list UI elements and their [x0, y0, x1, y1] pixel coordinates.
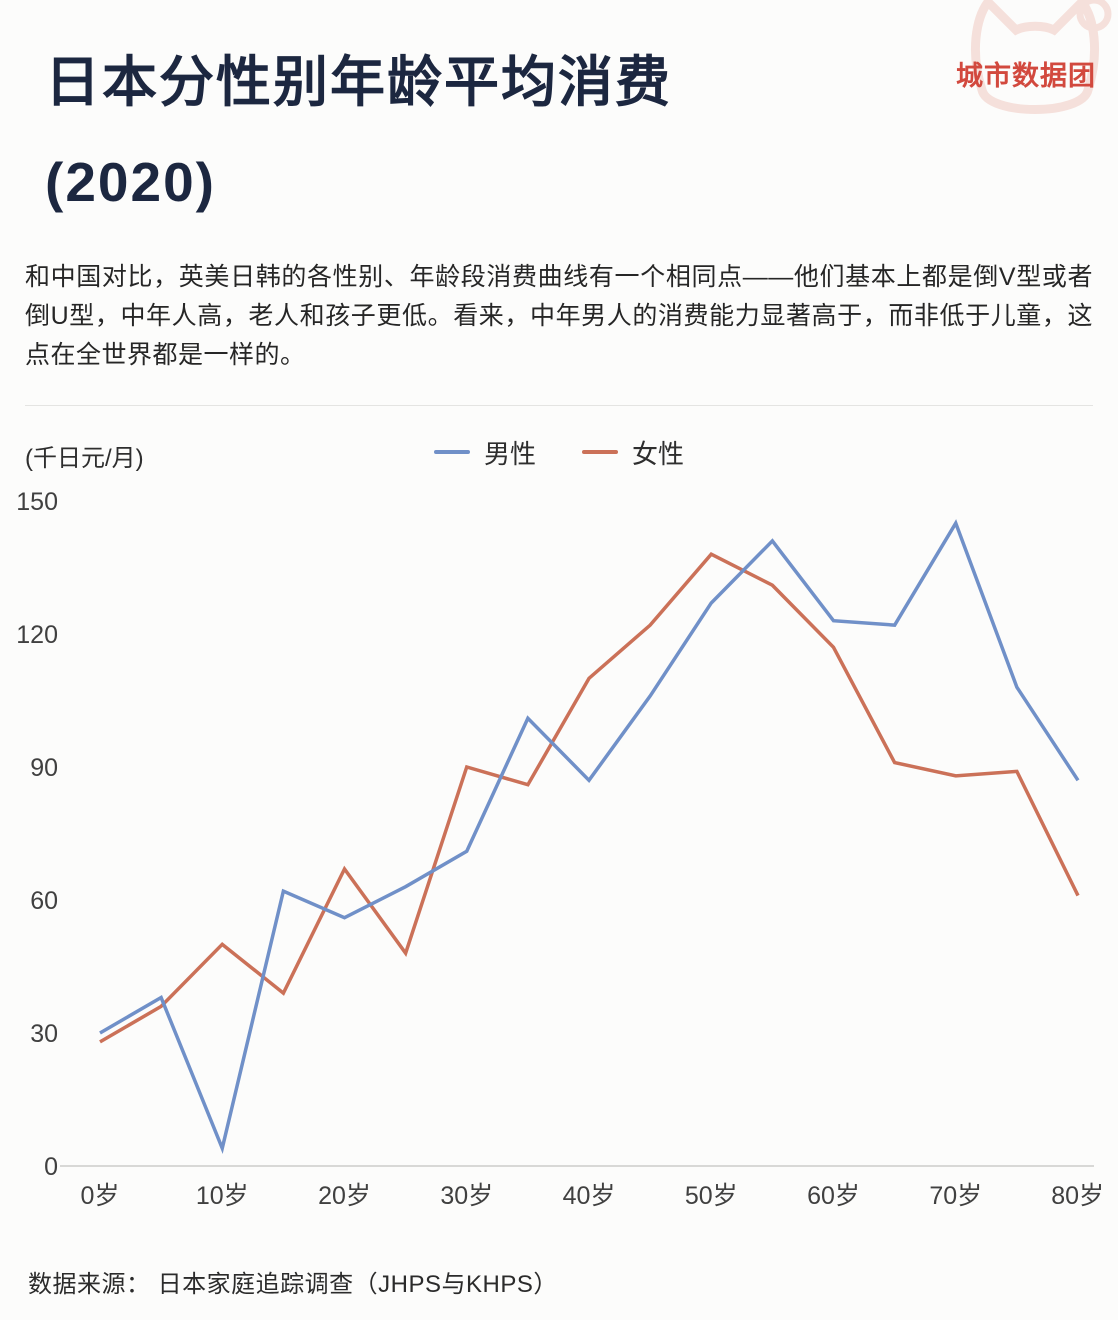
data-source: 数据来源： 日本家庭追踪调查（JHPS与KHPS） — [28, 1271, 558, 1298]
title-line-1: 日本分性别年龄平均消费 — [45, 51, 673, 113]
chart-legend: 男性 女性 — [0, 432, 1118, 472]
intro-paragraph: 和中国对比，英美日韩的各性别、年龄段消费曲线有一个相同点——他们基本上都是倒V型… — [25, 263, 1093, 369]
title-line-2: (2020) — [45, 151, 216, 213]
y-tick-label: 90 — [30, 754, 58, 782]
legend-label-male: 男性 — [483, 438, 536, 469]
y-tick-label: 120 — [16, 621, 58, 649]
x-tick-label: 60岁 — [807, 1182, 860, 1210]
male-series-swatch-icon — [433, 450, 470, 454]
x-tick-label: 0岁 — [81, 1182, 120, 1210]
x-tick-label: 30岁 — [440, 1182, 493, 1210]
chart-canvas: 0 30 60 90 120 150 0岁 10岁 20岁 30岁 40岁 50岁 60岁 70岁 80岁 — [16, 488, 1104, 1210]
divider-line — [25, 405, 1093, 406]
y-tick-label: 60 — [30, 887, 58, 915]
header: 日本分性别年龄平均消费 (2020) — [0, 0, 1118, 232]
y-axis-unit-label: (千日元/月) — [25, 445, 144, 472]
legend-item-female: 女性 — [582, 434, 684, 471]
x-tick-label: 40岁 — [563, 1182, 616, 1210]
line-chart: 0 30 60 90 120 150 0岁 10岁 20岁 30岁 40岁 50岁 60岁 70岁 80岁 — [0, 478, 1118, 1226]
legend-label-female: 女性 — [632, 438, 685, 469]
legend-item-male: 男性 — [433, 434, 536, 471]
series-line-男性 — [99, 519, 1080, 1154]
chart-header: (千日元/月) 男性 女性 — [0, 432, 1118, 473]
y-tick-label: 30 — [30, 1020, 58, 1048]
y-tick-label: 0 — [44, 1153, 58, 1181]
x-tick-label: 80岁 — [1051, 1182, 1104, 1210]
x-tick-label: 10岁 — [196, 1182, 249, 1210]
page-title: 日本分性别年龄平均消费 (2020) — [45, 32, 1093, 232]
x-tick-label: 70岁 — [929, 1182, 982, 1210]
series-line-女性 — [99, 552, 1080, 1044]
female-series-swatch-icon — [582, 450, 618, 454]
y-tick-label: 150 — [16, 488, 58, 516]
x-tick-label: 50岁 — [685, 1182, 738, 1210]
x-tick-label: 20岁 — [318, 1182, 371, 1210]
